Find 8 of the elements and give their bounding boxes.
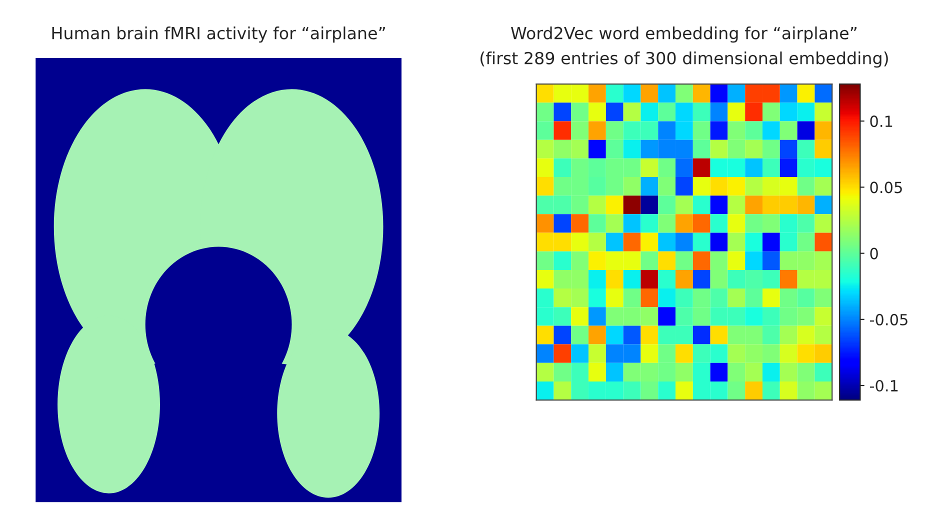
color-bar-label: 0: [870, 248, 878, 260]
color-bar-label: 0.1: [870, 116, 892, 128]
color-bar-label: -0.1: [870, 380, 898, 392]
chart-subtitle: (first 289 entries of 300 dimensional embedding): [480, 52, 888, 68]
color-bar-label: -0.05: [870, 314, 908, 326]
chart-title: Word2Vec word embedding for “airplane”: [511, 26, 856, 43]
color-bar-label: 0.05: [870, 182, 902, 194]
text: Human brain fMRI activity for “airplane”: [52, 26, 385, 43]
